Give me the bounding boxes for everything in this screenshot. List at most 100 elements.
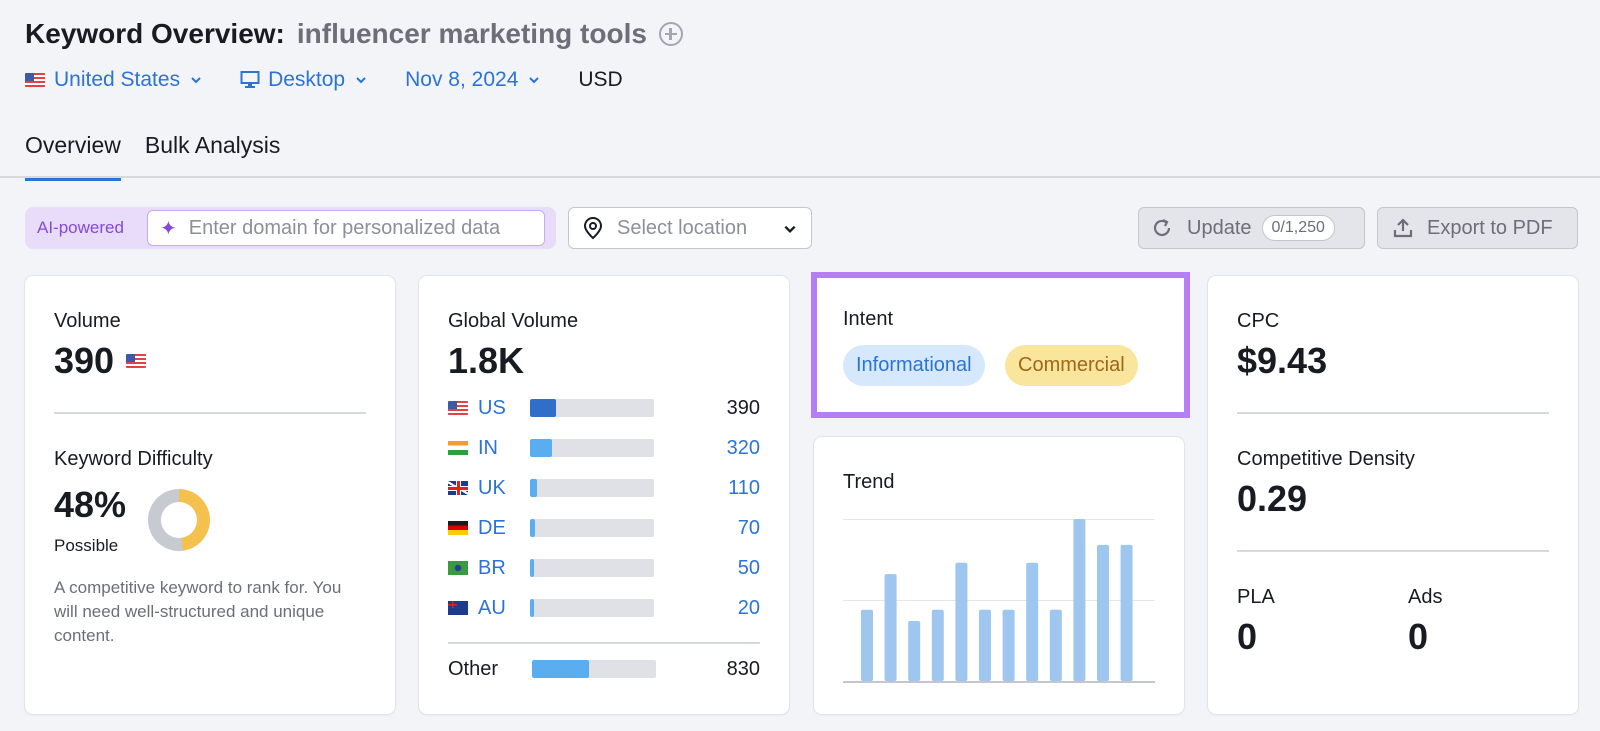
chevron-down-icon bbox=[784, 225, 796, 233]
upload-icon bbox=[1393, 218, 1413, 238]
volume-bar-fill bbox=[530, 559, 534, 577]
volume-bar bbox=[532, 660, 656, 678]
add-keyword-icon[interactable] bbox=[658, 22, 683, 46]
global-volume-value: 1.8K bbox=[448, 340, 525, 381]
volume-bar bbox=[530, 519, 654, 537]
in-flag-icon bbox=[448, 441, 468, 455]
trend-bar[interactable] bbox=[908, 621, 921, 681]
title-label: Keyword Overview: bbox=[25, 18, 285, 49]
location-pin-icon bbox=[583, 216, 603, 240]
country-code-link[interactable]: IN bbox=[478, 436, 498, 459]
volume-row: 390 bbox=[54, 340, 147, 382]
location-placeholder: Select location bbox=[617, 216, 748, 239]
volume-bar bbox=[530, 599, 654, 617]
ai-domain-box: AI-powered ✦ Enter domain for personaliz… bbox=[25, 207, 556, 249]
trend-bar[interactable] bbox=[931, 609, 944, 681]
us-flag-icon bbox=[25, 73, 45, 87]
ads-value: 0 bbox=[1408, 616, 1429, 657]
volume-value: 390 bbox=[54, 340, 115, 381]
tab-divider bbox=[0, 176, 1600, 178]
trend-bar[interactable] bbox=[861, 609, 873, 681]
volume-bar bbox=[530, 479, 654, 497]
keyword-text: influencer marketing tools bbox=[296, 18, 647, 49]
tab-bulk-analysis[interactable]: Bulk Analysis bbox=[144, 132, 281, 158]
country-code-link[interactable]: AU bbox=[478, 596, 506, 619]
trend-bar[interactable] bbox=[1049, 609, 1062, 681]
trend-bar[interactable] bbox=[1002, 609, 1015, 681]
domain-input[interactable]: ✦ Enter domain for personalized data bbox=[147, 210, 545, 246]
br-flag-icon bbox=[448, 561, 468, 575]
trend-bar[interactable] bbox=[979, 609, 991, 681]
country-code-link[interactable]: UK bbox=[478, 476, 506, 499]
country-volume-row: US 390 bbox=[448, 396, 760, 420]
country-volume-value[interactable]: 70 bbox=[737, 516, 760, 539]
export-label: Export to PDF bbox=[1427, 216, 1553, 239]
location-select[interactable]: Select location bbox=[568, 207, 812, 249]
update-count-badge: 0/1,250 bbox=[1261, 215, 1335, 241]
volume-card: Volume 390 Keyword Difficulty 48% Possib… bbox=[25, 276, 395, 714]
trend-card: Trend bbox=[814, 437, 1184, 714]
volume-bar bbox=[530, 399, 654, 417]
chevron-down-icon bbox=[356, 77, 366, 84]
volume-bar bbox=[530, 439, 654, 457]
country-volume-value[interactable]: 320 bbox=[726, 436, 760, 459]
competitive-density-label: Competitive Density bbox=[1237, 448, 1415, 470]
desktop-icon bbox=[240, 71, 260, 88]
country-volume-row: DE 70 bbox=[448, 516, 760, 540]
tab-overview[interactable]: Overview bbox=[25, 132, 121, 181]
global-volume-card: Global Volume 1.8K US 390 IN 320 UK 110 DE 70 BR… bbox=[419, 276, 789, 714]
keyword-difficulty-label: Keyword Difficulty bbox=[54, 448, 213, 470]
trend-chart bbox=[843, 519, 1155, 683]
device-selector[interactable]: Desktop bbox=[240, 68, 367, 92]
ads-label: Ads bbox=[1408, 586, 1443, 608]
country-volume-value[interactable]: 20 bbox=[737, 596, 760, 619]
trend-bar[interactable] bbox=[884, 574, 897, 681]
country-code-link[interactable]: US bbox=[478, 396, 506, 419]
intent-card: Intent Informational Commercial bbox=[811, 272, 1190, 418]
refresh-icon bbox=[1153, 219, 1171, 237]
trend-bar[interactable] bbox=[1073, 519, 1086, 681]
country-volume-row: BR 50 bbox=[448, 556, 760, 580]
difficulty-donut-chart bbox=[148, 489, 210, 551]
difficulty-level: Possible bbox=[54, 536, 119, 555]
card-divider bbox=[1237, 412, 1549, 414]
country-volume-value[interactable]: 110 bbox=[728, 476, 760, 499]
country-code-link[interactable]: BR bbox=[478, 556, 506, 579]
uk-flag-icon bbox=[448, 481, 468, 495]
toolbar: AI-powered ✦ Enter domain for personaliz… bbox=[25, 207, 1578, 249]
pla-value: 0 bbox=[1237, 616, 1258, 657]
de-flag-icon bbox=[448, 521, 468, 535]
competitive-density-value: 0.29 bbox=[1237, 478, 1308, 519]
country-volume-value[interactable]: 50 bbox=[737, 556, 760, 579]
country-label: United States bbox=[54, 68, 181, 91]
us-flag-icon bbox=[126, 354, 147, 368]
trend-bar[interactable] bbox=[1097, 544, 1109, 681]
volume-bar-fill bbox=[530, 399, 557, 417]
date-label: Nov 8, 2024 bbox=[405, 68, 519, 91]
trend-bar[interactable] bbox=[1120, 544, 1133, 681]
other-label: Other bbox=[448, 657, 499, 680]
us-flag-icon bbox=[448, 401, 468, 415]
trend-bar[interactable] bbox=[1026, 562, 1039, 681]
card-divider bbox=[448, 642, 760, 644]
chevron-down-icon bbox=[529, 77, 540, 84]
card-divider bbox=[54, 412, 366, 414]
date-selector[interactable]: Nov 8, 2024 bbox=[405, 68, 540, 92]
trend-bar[interactable] bbox=[955, 562, 968, 681]
keyword-difficulty-value: 48% bbox=[54, 484, 127, 525]
volume-bar bbox=[530, 559, 654, 577]
cpc-value: $9.43 bbox=[1237, 340, 1328, 381]
country-selector[interactable]: United States bbox=[25, 68, 202, 92]
update-button[interactable]: Update 0/1,250 bbox=[1138, 207, 1365, 249]
country-volume-value: 390 bbox=[726, 396, 760, 419]
chevron-down-icon bbox=[191, 77, 201, 84]
export-pdf-button[interactable]: Export to PDF bbox=[1377, 207, 1578, 249]
country-code-link[interactable]: DE bbox=[478, 516, 506, 539]
currency-label: USD bbox=[578, 68, 623, 91]
pla-label: PLA bbox=[1237, 586, 1275, 608]
filter-bar: United States Desktop Nov 8, 2024 USD bbox=[25, 68, 623, 92]
country-volume-row: AU 20 bbox=[448, 596, 760, 620]
au-flag-icon bbox=[448, 601, 468, 615]
page-header: Keyword Overview: influencer marketing t… bbox=[25, 18, 683, 50]
intent-label: Intent bbox=[843, 308, 894, 330]
